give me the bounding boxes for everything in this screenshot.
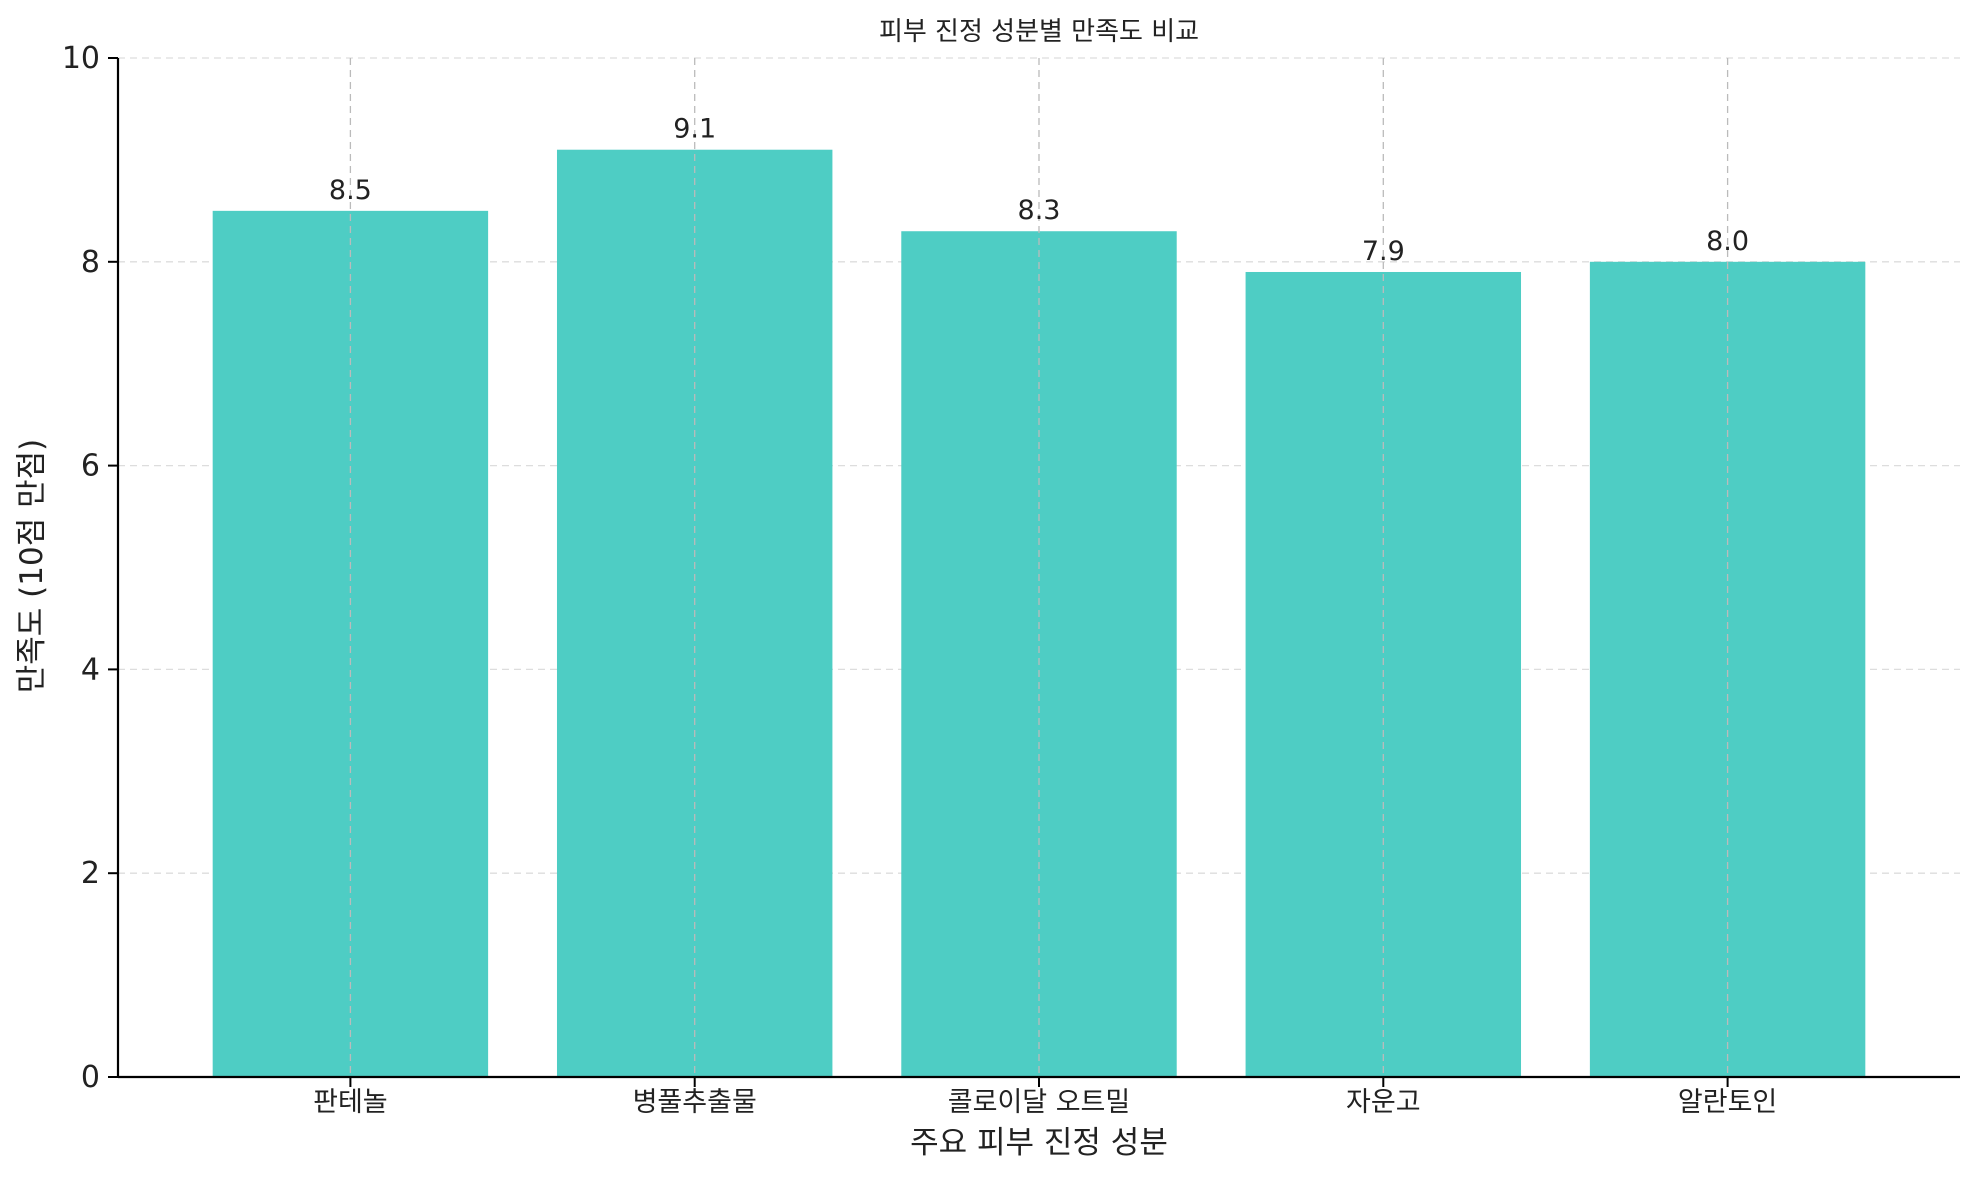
bar-value-label: 8.3: [1018, 195, 1061, 226]
y-axis-ticks: 0 2 4 6 8 10: [62, 41, 118, 1095]
x-tick-label: 병풀추출물: [633, 1087, 757, 1118]
y-axis-label: 만족도 (10점 만점): [14, 439, 50, 693]
x-tick-label: 판테놀: [313, 1087, 388, 1118]
x-axis-ticks: 판테놀 병풀추출물 콜로이달 오트밀 자운고 알란토인: [313, 1077, 1777, 1118]
x-tick-label: 콜로이달 오트밀: [948, 1087, 1130, 1118]
y-tick-label: 10: [62, 41, 100, 76]
value-labels: 8.5 9.1 8.3 7.9 8.0: [329, 114, 1749, 267]
vertical-grid-lines: [349, 58, 1729, 1077]
y-tick-label: 8: [81, 245, 100, 280]
x-axis-label: 주요 피부 진정 성분: [910, 1125, 1168, 1161]
bar-value-label: 9.1: [673, 114, 716, 145]
y-tick-label: 0: [81, 1060, 100, 1095]
bar-value-label: 7.9: [1362, 236, 1405, 267]
x-tick-label: 알란토인: [1678, 1087, 1777, 1118]
y-tick-label: 2: [81, 856, 100, 891]
bar-value-label: 8.5: [329, 175, 372, 206]
y-tick-label: 4: [81, 652, 100, 687]
bar-value-label: 8.0: [1706, 226, 1749, 257]
y-tick-label: 6: [81, 449, 100, 484]
chart-title: 피부 진정 성분별 만족도 비교: [879, 17, 1199, 47]
x-tick-label: 자운고: [1346, 1087, 1421, 1118]
bar: [212, 210, 489, 1078]
